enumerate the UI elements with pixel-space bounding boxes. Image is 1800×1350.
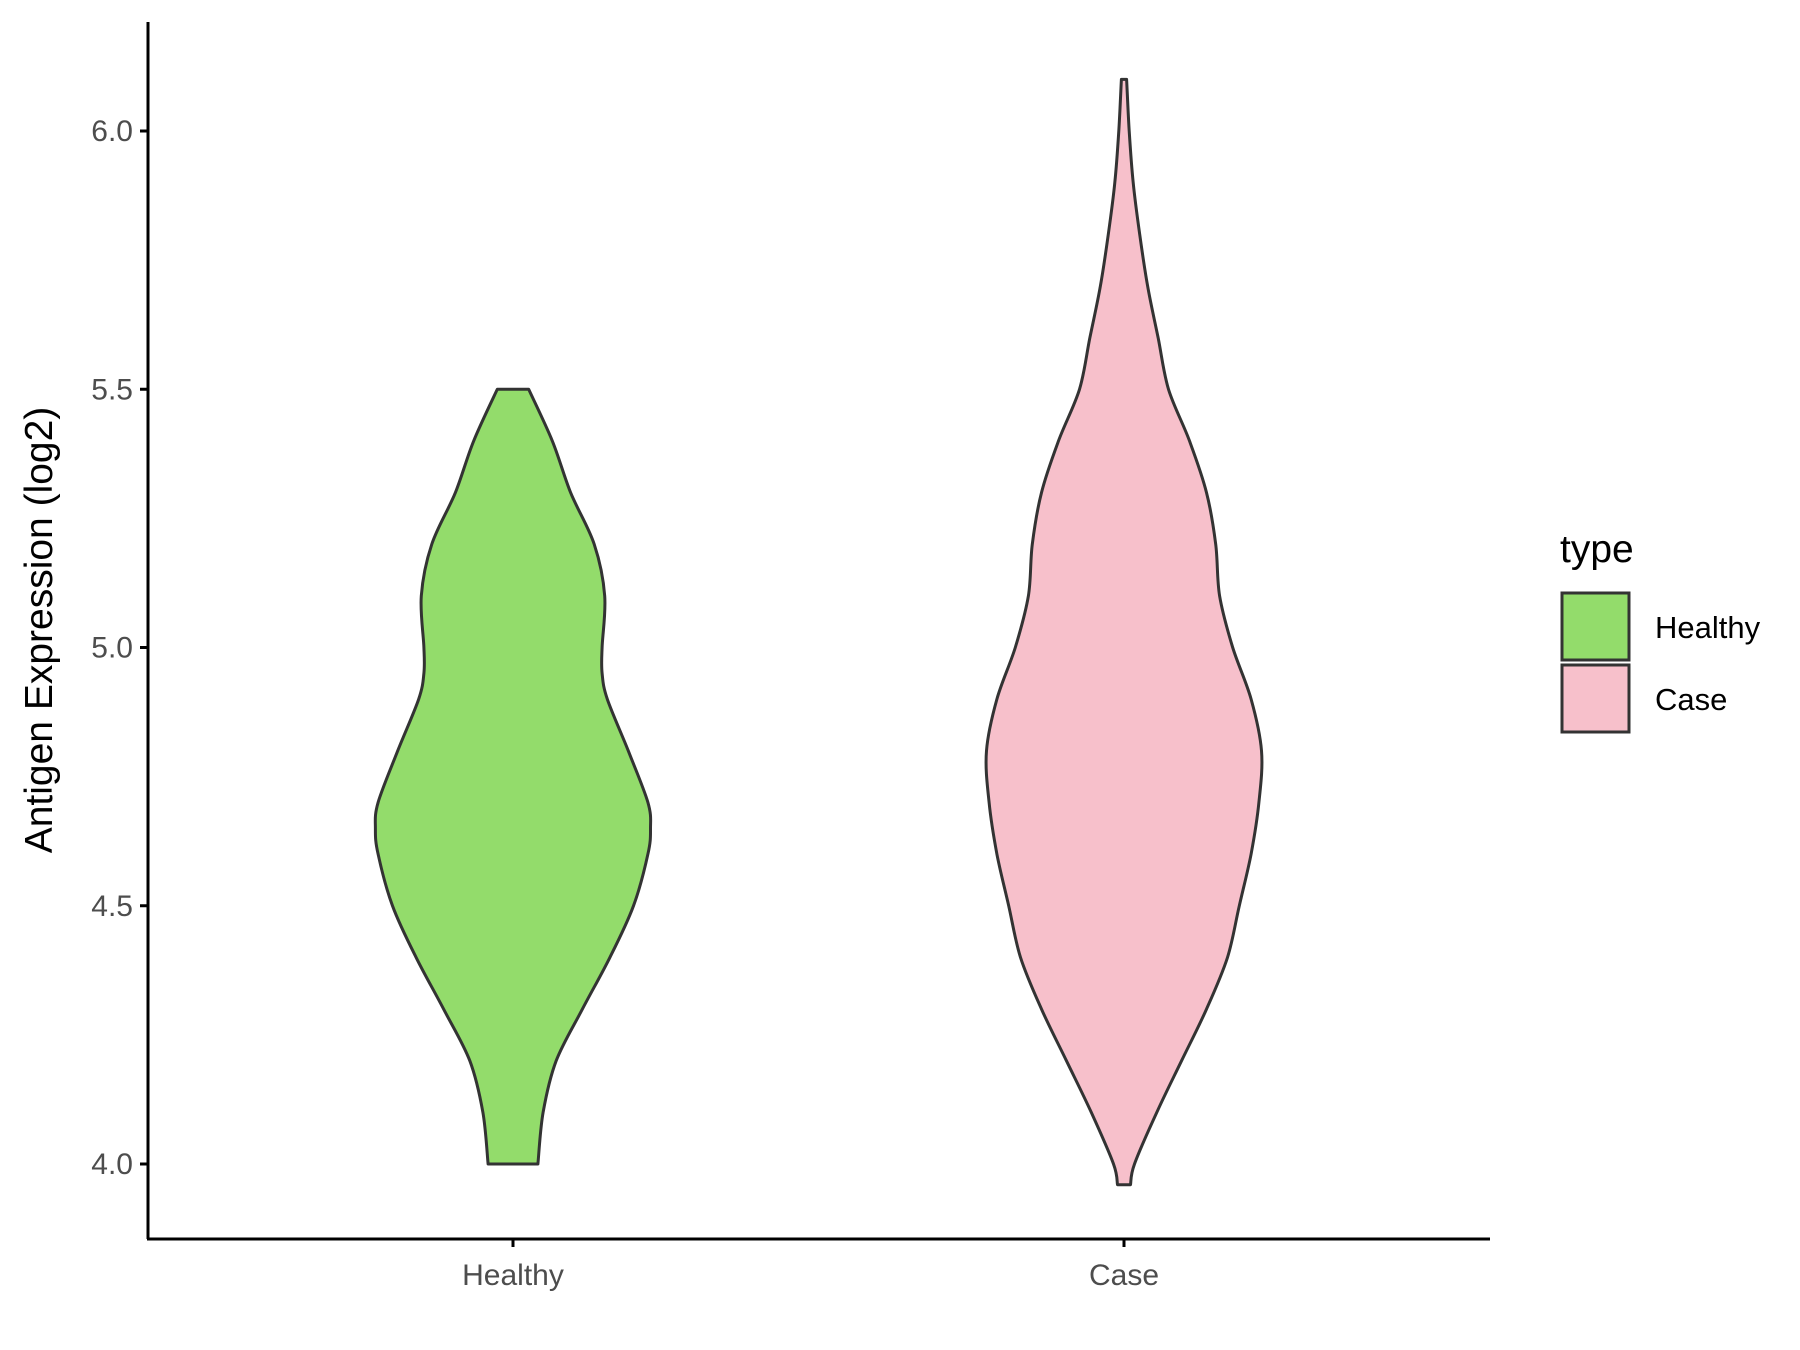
y-tick-label: 4.0: [91, 1148, 133, 1181]
y-tick-layer: 4.0 4.5 5.0 5.5 6.0: [91, 115, 148, 1181]
legend-title: type: [1560, 528, 1634, 571]
legend-entries: Healthy Case: [1560, 591, 1761, 734]
legend-key-healthy: [1560, 591, 1631, 662]
y-tick-label: 6.0: [91, 115, 133, 148]
legend-label-healthy: Healthy: [1655, 610, 1761, 645]
violin-layer: [373, 77, 1264, 1187]
x-tick-label: Healthy: [462, 1259, 564, 1292]
y-tick-label: 4.5: [91, 890, 133, 923]
legend-key-case: [1560, 663, 1631, 734]
violin-healthy: [373, 387, 653, 1166]
y-axis-title: Antigen Expression (log2): [18, 407, 61, 854]
y-tick-label: 5.0: [91, 632, 133, 665]
x-tick-label: Case: [1089, 1259, 1159, 1292]
violin-case: [984, 77, 1264, 1187]
y-tick-label: 5.5: [91, 373, 133, 406]
legend: type Healthy Case: [1560, 528, 1761, 734]
x-tick-layer: Healthy Case: [462, 1239, 1159, 1292]
legend-label-case: Case: [1655, 682, 1727, 717]
